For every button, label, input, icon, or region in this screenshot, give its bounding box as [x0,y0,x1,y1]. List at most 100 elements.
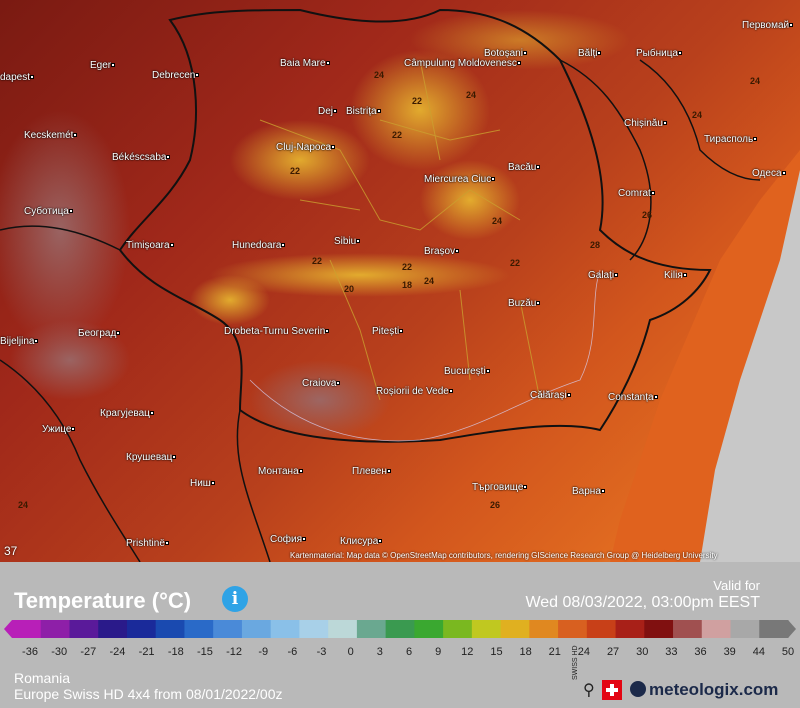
city-label: Bălți [578,48,603,59]
city-name: Крагујевац [100,408,150,419]
city-name: Kecskemét [24,130,74,141]
model-label: Europe Swiss HD 4x4 from 08/01/2022/00z [14,686,283,702]
scale-segment [126,620,157,638]
scale-tick-label: -27 [80,646,97,658]
city-label: Brașov [424,246,461,257]
city-marker [111,63,116,68]
city-label: Botoșani [484,48,529,59]
city-name: Београд [78,328,117,339]
valid-label: Valid for [713,578,760,593]
city-name: Prishtinë [126,538,165,549]
city-marker [331,145,336,150]
temperature-value: 24 [692,110,703,120]
city-label: Крагујевац [100,408,156,419]
temperature-value: 22 [510,258,521,268]
city-label: Рыбница [636,48,684,59]
city-marker [650,191,655,196]
city-marker [523,485,528,490]
scale-segment [241,620,272,638]
globe-icon [630,681,646,697]
city-name: Roșiorii de Vede [376,386,449,397]
scale-segment [270,620,300,638]
scale-segment [40,620,70,638]
city-label: Монтана [258,466,305,477]
scale-segment [644,620,674,638]
scale-segment [615,620,645,638]
city-name: Крушевац [126,452,173,463]
city-marker [73,133,78,138]
scale-tick-label: -9 [258,646,269,658]
city-name: Плевен [352,466,387,477]
scale-segment [356,620,387,638]
temperature-value: 24 [18,500,29,510]
city-label: Варна [572,486,607,497]
scale-segment [701,620,732,638]
city-label: Buzău [508,298,542,309]
city-name: Drobeta-Turnu Severin [224,326,326,337]
scale-segment [12,620,42,638]
city-marker [281,243,286,248]
scale-tick-label: 0 [347,646,354,658]
city-name: Тирасполь [704,134,754,145]
city-marker [566,393,571,398]
city-marker [71,427,76,432]
swiss-hd-label: SWISS HD [572,645,579,680]
temperature-value: 26 [642,210,653,220]
city-label: Ниш [190,478,217,489]
scale-tick-label: 12 [461,646,474,658]
city-label: Первомай [742,20,795,31]
city-marker [753,137,758,142]
city-marker [536,301,541,306]
info-icon[interactable]: i [222,586,248,612]
city-name: Călărași [530,390,567,401]
city-marker [399,329,404,334]
city-label: Ужице [42,424,77,435]
city-label: Baia Mare [280,58,332,69]
city-label: Chișinău [624,118,669,129]
city-name: Sibiu [334,236,357,247]
city-name: dapest [0,72,31,83]
temperature-value: 22 [412,96,423,106]
brand-logo[interactable]: meteologix.com [630,680,778,700]
scale-tick-label: 33 [665,646,678,658]
scale-tick-label: 50 [781,646,795,658]
city-label: Bistrița [346,106,383,117]
scale-tick-label: 36 [694,646,707,658]
city-marker [34,339,39,344]
temperature-value: 22 [312,256,323,266]
city-marker [600,489,605,494]
scale-tick-label: -6 [287,646,298,658]
scale-tick-label: 39 [723,646,736,658]
scale-segment [586,620,617,638]
city-marker [302,537,307,542]
temperature-value: 28 [590,240,601,250]
city-marker [149,411,154,416]
temperature-value: 22 [290,166,301,176]
city-marker [210,481,215,486]
color-scale-bar [4,620,796,638]
city-label: Kecskemét [24,130,79,141]
scale-tick-label: 24 [577,646,591,658]
city-label: Prishtinë [126,538,171,549]
city-label: Dej [318,106,339,117]
city-label: Drobeta-Turnu Severin [224,326,331,337]
city-name: Kiliя [664,270,683,281]
swiss-flag-icon [602,680,622,700]
city-name: Варна [572,486,601,497]
city-name: Eger [90,60,112,71]
city-label: Călărași [530,390,573,401]
city-marker [164,541,169,546]
temperature-value: 18 [402,280,413,290]
city-name: Ниш [190,478,211,489]
city-name: Comrat [618,188,651,199]
magnifier-icon[interactable]: ⚲ [583,682,595,699]
city-marker [455,249,460,254]
temperature-map[interactable]: Eger dapest Debrecen Baia Mare Botoșani Bălți… [0,0,800,562]
scale-segment [730,620,760,638]
city-label: София [270,534,308,545]
scale-segment [673,620,703,638]
city-name: Debrecen [152,70,196,81]
city-marker [662,121,667,126]
scale-tick-label: 21 [548,646,561,658]
city-name: Baia Mare [280,58,326,69]
